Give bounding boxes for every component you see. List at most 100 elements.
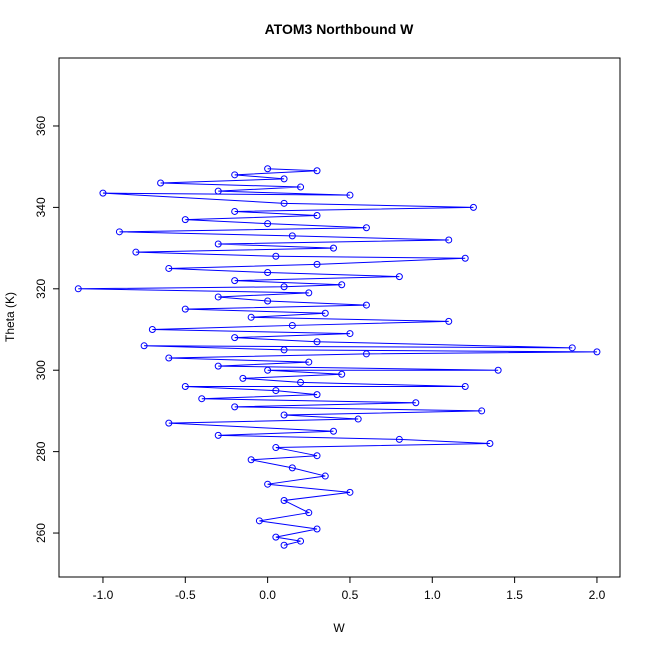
data-point — [395, 273, 403, 281]
data-point — [445, 317, 453, 325]
data-point — [165, 264, 173, 272]
data-point — [321, 472, 329, 480]
data-point — [305, 358, 313, 366]
x-tick-label: 2.0 — [589, 588, 606, 602]
data-point — [305, 509, 313, 517]
data-point — [445, 236, 453, 244]
data-point — [231, 207, 239, 215]
data-point — [593, 348, 601, 356]
data-point — [313, 338, 321, 346]
data-point — [395, 435, 403, 443]
y-tick-label: 300 — [34, 360, 48, 380]
x-tick-label: 0.5 — [342, 588, 359, 602]
x-tick-label: 0.0 — [259, 588, 276, 602]
data-point — [354, 415, 362, 423]
x-axis-label: W — [333, 621, 345, 635]
data-point — [157, 179, 165, 187]
x-tick-label: 1.5 — [506, 588, 523, 602]
data-point — [297, 378, 305, 386]
data-point — [461, 254, 469, 262]
data-point — [469, 203, 477, 211]
data-point — [486, 439, 494, 447]
data-point — [272, 252, 280, 260]
data-point — [362, 350, 370, 358]
data-point — [280, 199, 288, 207]
data-point — [346, 330, 354, 338]
data-point — [181, 305, 189, 313]
data-point — [313, 260, 321, 268]
data-point — [198, 395, 206, 403]
data-point — [264, 480, 272, 488]
data-point — [313, 452, 321, 460]
data-point — [313, 525, 321, 533]
x-tick-label: 1.0 — [424, 588, 441, 602]
data-point — [181, 382, 189, 390]
data-point — [255, 517, 263, 525]
data-point — [305, 289, 313, 297]
data-point — [329, 244, 337, 252]
data-point — [247, 313, 255, 321]
data-point — [272, 387, 280, 395]
data-point — [362, 301, 370, 309]
data-point — [313, 212, 321, 220]
data-point — [346, 488, 354, 496]
data-point — [280, 283, 288, 291]
y-axis-label: Theta (K) — [3, 292, 17, 342]
data-point — [264, 269, 272, 277]
data-point — [74, 285, 82, 293]
data-point — [231, 277, 239, 285]
data-point — [568, 344, 576, 352]
data-point — [165, 354, 173, 362]
data-point — [264, 297, 272, 305]
data-point — [362, 224, 370, 232]
data-point — [412, 399, 420, 407]
data-point — [272, 533, 280, 541]
data-point — [321, 309, 329, 317]
y-tick-label: 280 — [34, 441, 48, 461]
data-point — [181, 216, 189, 224]
x-tick-label: -0.5 — [175, 588, 196, 602]
data-point — [214, 362, 222, 370]
y-tick-label: 260 — [34, 523, 48, 543]
data-point — [346, 191, 354, 199]
data-point — [280, 411, 288, 419]
data-point — [280, 541, 288, 549]
data-point — [247, 456, 255, 464]
data-point — [272, 444, 280, 452]
data-point — [280, 175, 288, 183]
data-point — [239, 374, 247, 382]
data-point — [99, 189, 107, 197]
x-tick-label: -1.0 — [93, 588, 114, 602]
plot-box — [58, 57, 621, 578]
data-point — [214, 431, 222, 439]
data-line — [78, 168, 597, 546]
data-point — [288, 232, 296, 240]
data-point — [494, 366, 502, 374]
data-point — [231, 403, 239, 411]
data-point — [140, 342, 148, 350]
data-point — [329, 427, 337, 435]
data-point — [280, 496, 288, 504]
y-tick-label: 340 — [34, 197, 48, 217]
data-point — [264, 165, 272, 173]
data-point — [264, 220, 272, 228]
data-point — [288, 321, 296, 329]
data-point — [461, 382, 469, 390]
data-point — [313, 391, 321, 399]
data-point — [297, 183, 305, 191]
data-point — [313, 167, 321, 175]
data-point — [214, 240, 222, 248]
y-tick-label: 320 — [34, 278, 48, 298]
data-point — [148, 326, 156, 334]
data-point — [115, 228, 123, 236]
y-tick-label: 360 — [34, 116, 48, 136]
data-point — [214, 187, 222, 195]
data-point — [338, 281, 346, 289]
data-point — [132, 248, 140, 256]
data-point — [214, 293, 222, 301]
data-point — [264, 366, 272, 374]
chart-title: ATOM3 Northbound W — [265, 21, 415, 37]
data-point — [297, 537, 305, 545]
data-point — [280, 346, 288, 354]
